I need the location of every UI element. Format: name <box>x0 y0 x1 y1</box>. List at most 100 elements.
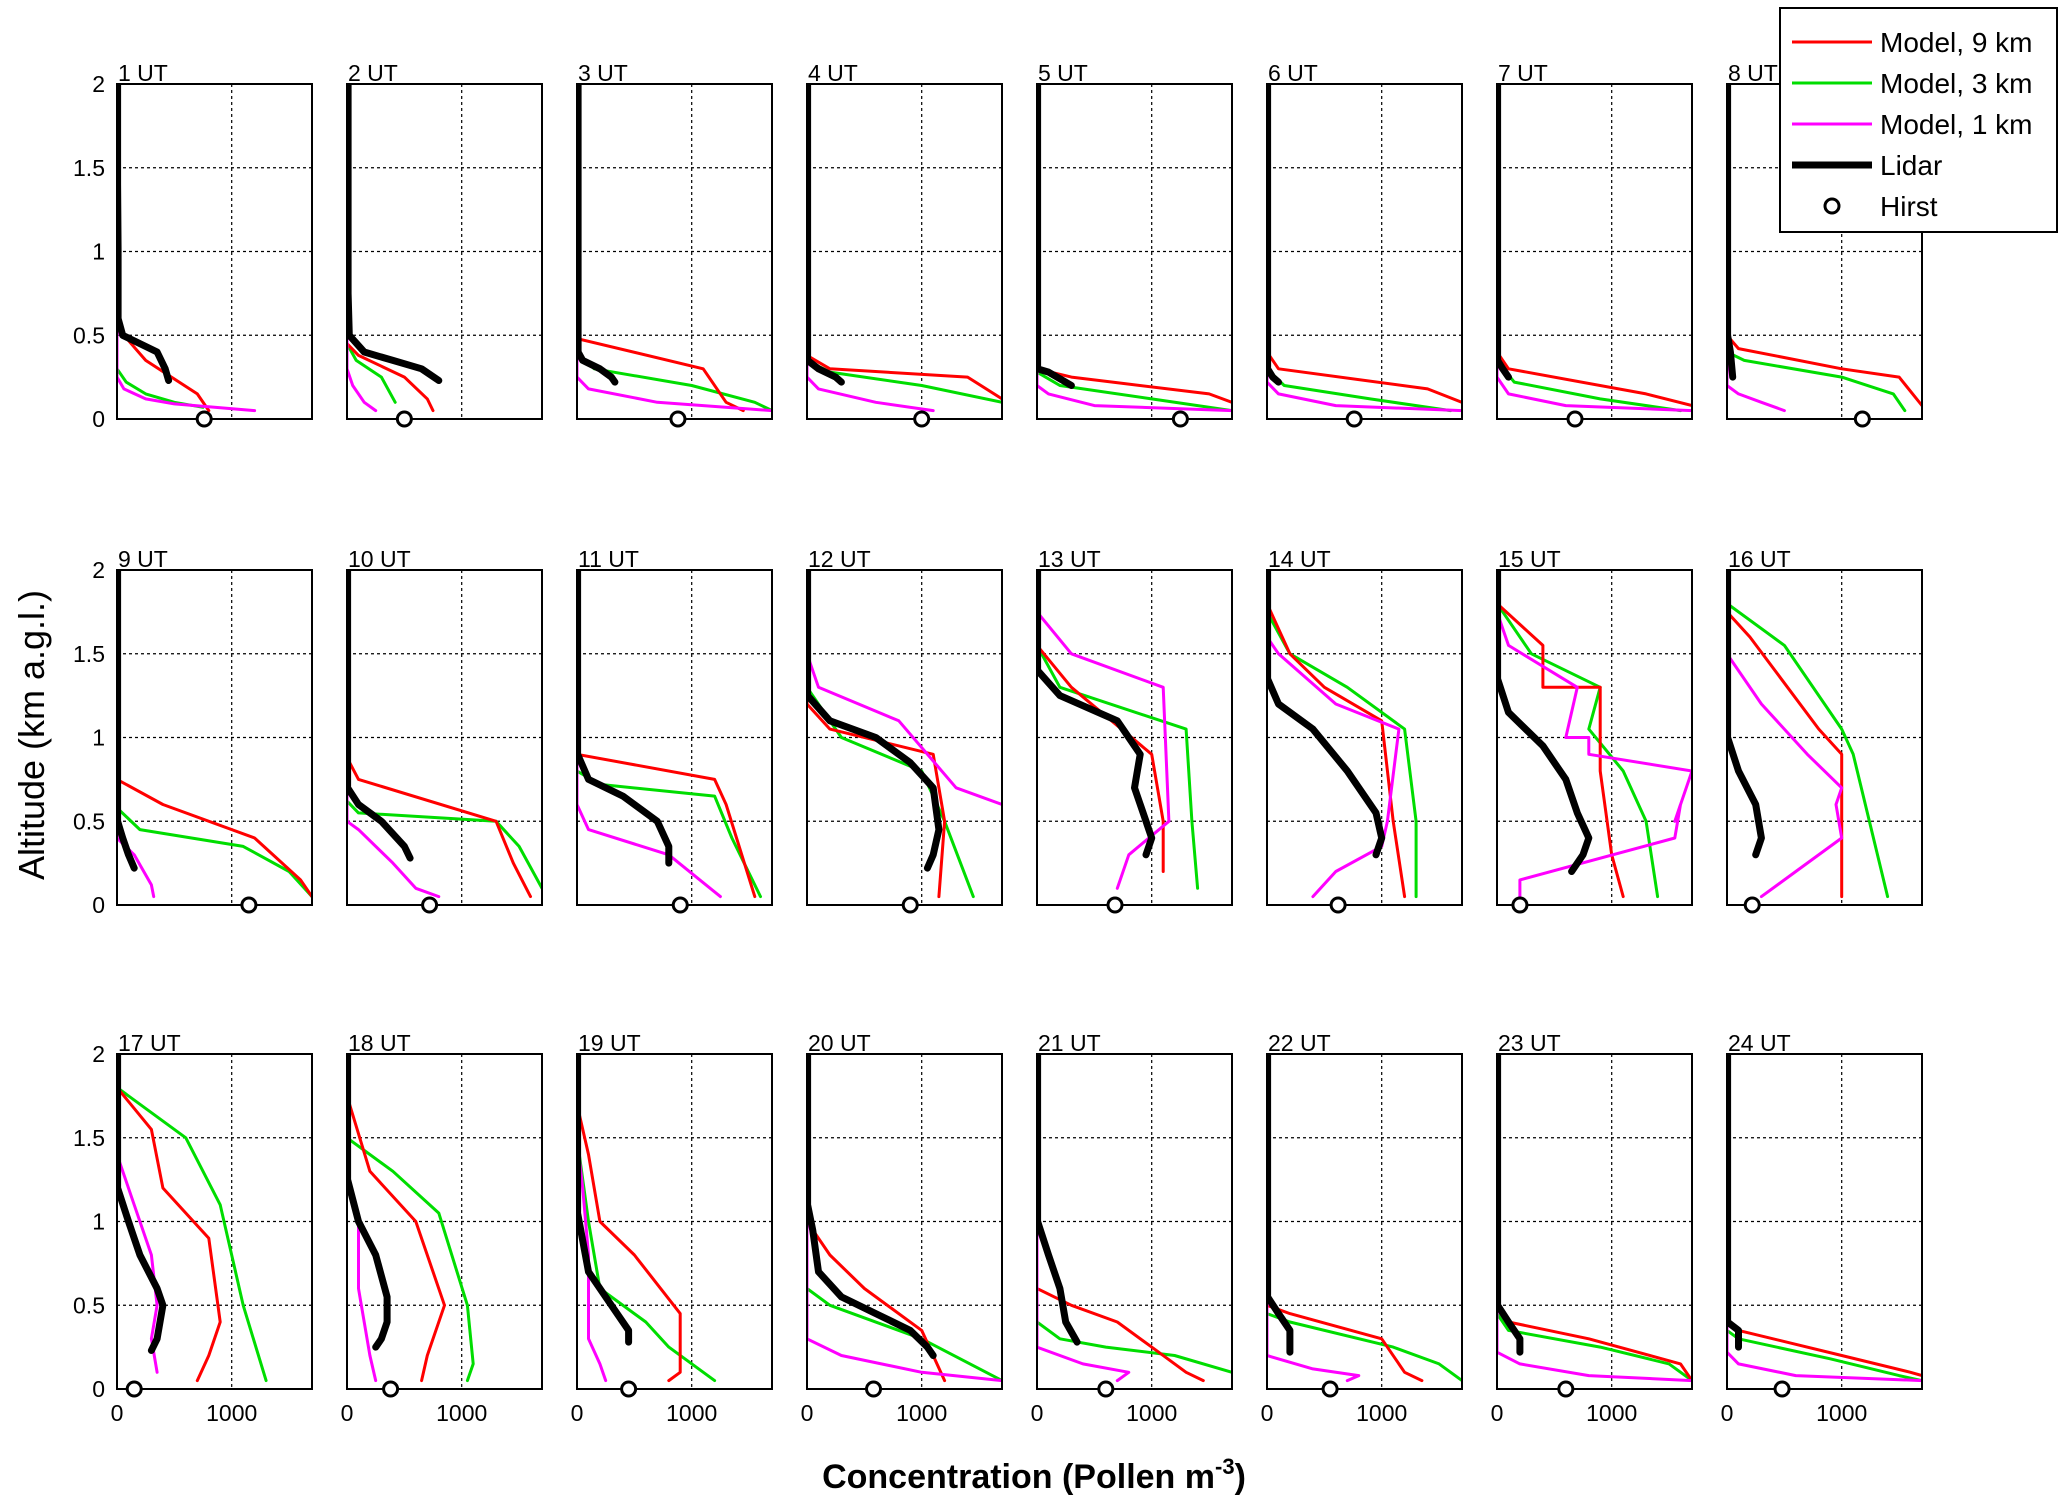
panel-frame <box>346 83 543 420</box>
series-model-9km <box>807 84 1002 401</box>
series-group <box>807 1054 1002 1383</box>
series-lidar <box>807 570 943 872</box>
hirst-marker <box>1557 1380 1575 1398</box>
series-model-9km <box>347 1054 446 1383</box>
y-tick-label: 0.5 <box>73 1292 105 1318</box>
series-model-9km <box>117 1054 222 1383</box>
series-model-1km <box>117 570 156 899</box>
hirst-marker <box>620 1380 638 1398</box>
panel: 7 UT <box>1496 60 1693 428</box>
panel-title: 13 UT <box>1038 546 1101 572</box>
panel-title: 15 UT <box>1498 546 1561 572</box>
legend-box <box>1779 7 2058 233</box>
series-lidar <box>347 1054 391 1351</box>
series-model-3km <box>1727 1054 1922 1383</box>
hirst-marker <box>1321 1380 1339 1398</box>
panel-frame <box>1266 83 1463 420</box>
panel-frame <box>346 569 543 906</box>
panel-title: 2 UT <box>348 60 398 86</box>
series-model-9km <box>577 84 745 413</box>
series-model-1km <box>1727 84 1786 413</box>
series-group <box>1037 570 1200 890</box>
panel: 1 UT 0 0.5 1 1.5 2 <box>73 60 313 432</box>
x-tick-label: 1000 <box>436 1400 487 1426</box>
series-model-1km <box>1037 84 1232 413</box>
panel-title: 7 UT <box>1498 60 1548 86</box>
series-model-3km <box>1267 1054 1462 1383</box>
series-model-3km <box>347 84 397 404</box>
panel: 15 UT <box>1496 546 1693 914</box>
series-model-3km <box>117 570 312 899</box>
x-axis-label-main: Concentration (Pollen m <box>822 1458 1215 1496</box>
series-model-3km <box>1037 1054 1232 1374</box>
x-tick-label: 1000 <box>666 1400 717 1426</box>
series-model-3km <box>1267 570 1418 899</box>
panel: 11 UT <box>576 546 773 914</box>
x-tick-label: 0 <box>801 1400 814 1426</box>
hirst-marker <box>865 1380 883 1398</box>
y-tick-label: 1 <box>92 239 105 265</box>
y-tick-label: 0.5 <box>73 808 105 834</box>
panel: 18 UT 0 1000 <box>341 1030 543 1426</box>
series-model-1km <box>117 84 257 413</box>
panel-title: 22 UT <box>1268 1030 1331 1056</box>
hirst-marker <box>1329 896 1347 914</box>
y-axis-label: Altitude (km a.g.l.) <box>11 590 52 880</box>
series-model-3km <box>1727 84 1907 413</box>
panel-title: 10 UT <box>348 546 411 572</box>
series-model-1km <box>1267 1054 1361 1383</box>
series-model-3km <box>577 570 762 899</box>
y-tick-label: 0.5 <box>73 322 105 348</box>
hirst-marker <box>1743 896 1761 914</box>
panel-title: 11 UT <box>578 546 639 572</box>
panel-frame <box>1496 83 1693 420</box>
series-model-3km <box>347 570 542 890</box>
series-model-9km <box>1497 570 1625 899</box>
panel-frame <box>116 569 313 906</box>
x-tick-label: 1000 <box>206 1400 257 1426</box>
hirst-marker <box>1345 410 1363 428</box>
panel-title: 3 UT <box>578 60 628 86</box>
hirst-marker <box>195 410 213 428</box>
series-group <box>1037 84 1232 413</box>
legend-label: Hirst <box>1880 191 1938 222</box>
hirst-marker <box>125 1380 143 1398</box>
panel-frame <box>1266 1053 1463 1390</box>
series-model-9km <box>807 570 947 899</box>
series-model-1km <box>807 570 1002 806</box>
legend-label: Model, 3 km <box>1880 68 2033 99</box>
series-model-9km <box>1037 1054 1205 1383</box>
hirst-marker <box>669 410 687 428</box>
series-model-3km <box>117 1054 268 1383</box>
x-tick-label: 0 <box>1031 1400 1044 1426</box>
legend-marker-hirst <box>1823 197 1841 215</box>
hirst-marker <box>395 410 413 428</box>
x-tick-label: 0 <box>111 1400 124 1426</box>
series-lidar <box>1267 1054 1294 1356</box>
series-group <box>1727 1054 1922 1383</box>
series-model-1km <box>347 84 378 413</box>
series-model-9km <box>1727 84 1922 408</box>
series-model-9km <box>347 84 435 413</box>
panel-frame <box>116 1053 313 1390</box>
panel-title: 9 UT <box>118 546 168 572</box>
panel-title: 6 UT <box>1268 60 1318 86</box>
legend: Model, 9 km Model, 3 km Model, 1 km Lidar Hi… <box>1779 7 2058 233</box>
panel-frame <box>1496 1053 1693 1390</box>
series-model-9km <box>1037 84 1232 404</box>
hirst-marker <box>1097 1380 1115 1398</box>
series-group <box>577 570 762 899</box>
series-lidar <box>1727 1054 1742 1351</box>
series-model-1km <box>577 570 722 899</box>
series-group <box>117 1054 268 1383</box>
series-lidar <box>1497 570 1593 875</box>
series-model-9km <box>117 570 312 899</box>
panel: 22 UT 0 1000 <box>1261 1030 1463 1426</box>
panel-frame <box>1726 1053 1923 1390</box>
series-model-9km <box>1267 570 1407 899</box>
series-group <box>1497 84 1692 413</box>
panel: 10 UT <box>346 546 543 914</box>
hirst-marker <box>1171 410 1189 428</box>
series-model-1km <box>347 570 441 899</box>
